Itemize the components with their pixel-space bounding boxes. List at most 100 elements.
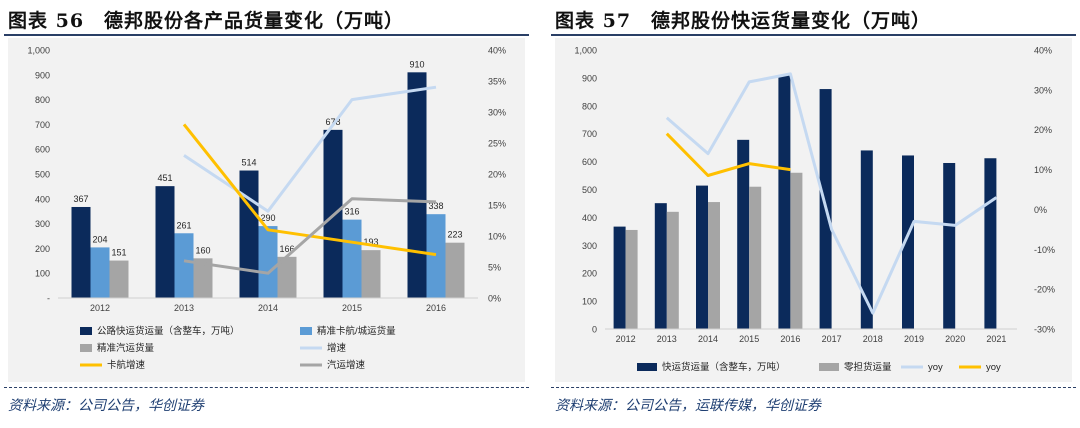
y2-tick-label: 0%	[1034, 205, 1047, 215]
y2-tick-label: 0%	[488, 294, 501, 304]
legend-swatch	[80, 344, 92, 352]
bar	[174, 233, 194, 298]
data-label: 514	[241, 158, 256, 168]
y2-tick-label: 10%	[488, 232, 506, 242]
y-tick-label: 500	[35, 170, 50, 180]
legend-label: 快运货运量（含整车，万吨）	[662, 361, 786, 373]
data-label: 367	[73, 194, 88, 204]
title-rule	[551, 34, 1076, 36]
source-rule	[551, 387, 1076, 388]
y2-tick-label: -20%	[1034, 285, 1055, 295]
legend-label: yoy	[928, 362, 943, 373]
data-label: 223	[447, 230, 462, 240]
x-tick-label: 2018	[863, 334, 883, 344]
data-label: 678	[325, 117, 340, 127]
x-tick-label: 2014	[698, 334, 718, 344]
x-tick-label: 2015	[342, 303, 362, 313]
series-line	[183, 85, 437, 213]
bar	[625, 229, 638, 329]
legend-label: 精准汽运货量	[97, 342, 155, 354]
y-tick-label: 900	[582, 73, 597, 83]
y-tick-label: 700	[582, 129, 597, 139]
data-label: 290	[260, 213, 275, 223]
x-tick-label: 2017	[822, 334, 842, 344]
y2-tick-label: -10%	[1034, 245, 1055, 255]
bar	[71, 206, 91, 298]
y-tick-label: 900	[35, 70, 50, 80]
x-tick-label: 2013	[174, 303, 194, 313]
y-tick-label: 500	[582, 185, 597, 195]
bar	[749, 186, 762, 329]
y2-tick-label: 30%	[1034, 85, 1052, 95]
y-tick-label: 200	[582, 269, 597, 279]
y-tick-label: 0	[592, 325, 597, 335]
bar	[239, 170, 259, 298]
bar	[342, 219, 362, 298]
bar	[902, 155, 914, 329]
data-label: 166	[279, 244, 294, 254]
data-label: 151	[111, 248, 126, 258]
y-tick-label: 600	[582, 157, 597, 167]
figure-56: 图表 56 德邦股份各产品货量变化（万吨） 1,000 900 800 700 600 5…	[0, 0, 533, 428]
y2-tick-label: 5%	[488, 263, 501, 273]
y-tick-label: 300	[35, 219, 50, 229]
y2-tick-label: 25%	[488, 139, 506, 149]
x-tick-label: 2021	[986, 334, 1006, 344]
y-tick-label: 1,000	[27, 46, 50, 56]
y-tick-label: 300	[582, 241, 597, 251]
source-note: 资料来源：公司公告，华创证券	[8, 398, 204, 414]
source-rule	[4, 387, 529, 388]
bar	[984, 158, 997, 329]
x-tick-label: 2012	[90, 303, 110, 313]
data-label: 316	[344, 207, 359, 217]
y2-tick-label: 20%	[488, 170, 506, 180]
y2-tick-label: 35%	[488, 77, 506, 87]
y-tick-label: 700	[35, 120, 50, 130]
title-rule	[4, 34, 529, 36]
y-tick-label: -	[47, 294, 50, 304]
bar	[790, 172, 803, 329]
x-tick-label: 2020	[945, 334, 965, 344]
chart-56: 1,000 900 800 700 600 500 400 300 200 100 - 40% 35% 3…	[27, 46, 506, 372]
y-tick-label: 600	[35, 145, 50, 155]
y2-tick-label: 30%	[488, 108, 506, 118]
y-tick-label: 800	[35, 95, 50, 105]
y-tick-label: 100	[35, 269, 50, 279]
bar	[407, 72, 427, 298]
data-label: 160	[195, 245, 210, 255]
data-label: 261	[176, 220, 191, 230]
chart-57: 1,000 900 800 700 600 500 400 300 200 100 0 40% 30% 2…	[574, 46, 1055, 374]
bar	[737, 139, 750, 329]
bar	[666, 211, 679, 329]
legend-label: yoy	[986, 362, 1001, 373]
x-tick-label: 2015	[739, 334, 759, 344]
bar	[258, 226, 278, 298]
bar	[109, 260, 129, 298]
y-tick-label: 400	[582, 213, 597, 223]
data-label: 338	[428, 201, 443, 211]
legend-label: 公路快运货运量（含整车，万吨）	[97, 325, 240, 337]
legend-swatch	[819, 363, 839, 371]
data-label: 204	[92, 234, 107, 244]
x-tick-label: 2019	[904, 334, 924, 344]
y-tick-label: 200	[35, 244, 50, 254]
x-tick-label: 2012	[616, 334, 636, 344]
series-line	[665, 72, 998, 315]
legend-swatch	[80, 327, 92, 335]
data-label: 193	[363, 237, 378, 247]
y-tick-label: 100	[582, 297, 597, 307]
legend-swatch	[637, 363, 657, 371]
bar	[943, 162, 956, 329]
y2-tick-label: 40%	[1034, 46, 1052, 56]
series-line	[183, 197, 437, 275]
figure-title: 图表 57 德邦股份快运货量变化（万吨）	[555, 10, 932, 32]
bar	[90, 247, 110, 298]
bar	[155, 186, 175, 298]
legend-label: 零担货运量	[844, 361, 892, 373]
legend-label: 汽运增速	[327, 359, 366, 371]
legend-swatch	[300, 327, 312, 335]
bar	[613, 226, 626, 329]
x-tick-label: 2016	[426, 303, 446, 313]
bar	[445, 242, 465, 298]
bar	[361, 250, 381, 298]
